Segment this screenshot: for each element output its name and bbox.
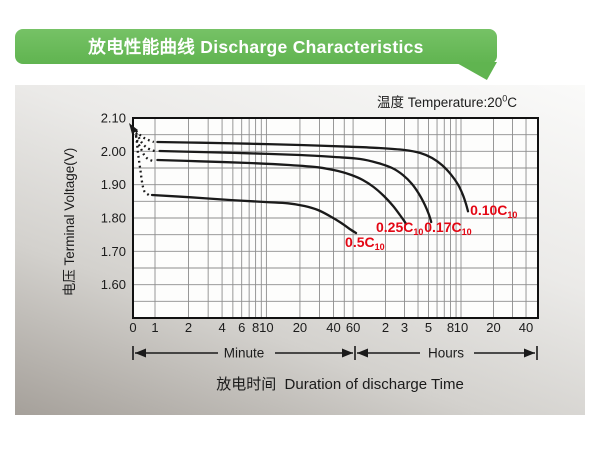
svg-text:Hours: Hours [428, 346, 464, 361]
svg-text:0.25C10: 0.25C10 [376, 219, 423, 237]
svg-text:6: 6 [238, 320, 245, 335]
svg-text:20: 20 [486, 320, 500, 335]
svg-text:1.60: 1.60 [101, 277, 126, 292]
svg-text:2.00: 2.00 [101, 144, 126, 159]
svg-text:8: 8 [447, 320, 454, 335]
x-axis-caption: 放电时间 Duration of discharge Time [216, 376, 464, 393]
temperature-text: 温度 Temperature:20 [376, 95, 503, 110]
svg-text:8: 8 [252, 320, 259, 335]
svg-text:1.80: 1.80 [101, 211, 126, 226]
svg-text:3: 3 [401, 320, 408, 335]
svg-text:1: 1 [151, 320, 158, 335]
svg-text:10: 10 [454, 320, 468, 335]
svg-text:0: 0 [129, 320, 136, 335]
svg-text:2: 2 [382, 320, 389, 335]
section-header: 放电性能曲线 Discharge Characteristics [15, 29, 497, 64]
svg-text:Minute: Minute [224, 346, 265, 361]
svg-text:1.70: 1.70 [101, 244, 126, 259]
degree-superscript: 0 [502, 93, 508, 104]
page-title: 放电性能曲线 Discharge Characteristics [88, 37, 424, 57]
svg-text:2: 2 [185, 320, 192, 335]
temperature-unit: C [507, 95, 518, 110]
svg-text:0.10C10: 0.10C10 [470, 202, 517, 220]
temperature-label: 温度 Temperature:200C [337, 91, 557, 111]
svg-text:40: 40 [519, 320, 533, 335]
svg-text:20: 20 [293, 320, 307, 335]
svg-text:60: 60 [346, 320, 360, 335]
svg-text:4: 4 [218, 320, 225, 335]
svg-text:2.10: 2.10 [101, 111, 126, 126]
svg-text:40: 40 [326, 320, 340, 335]
svg-text:5: 5 [425, 320, 432, 335]
svg-text:0.17C10: 0.17C10 [424, 219, 471, 237]
svg-text:10: 10 [259, 320, 273, 335]
svg-text:1.90: 1.90 [101, 177, 126, 192]
